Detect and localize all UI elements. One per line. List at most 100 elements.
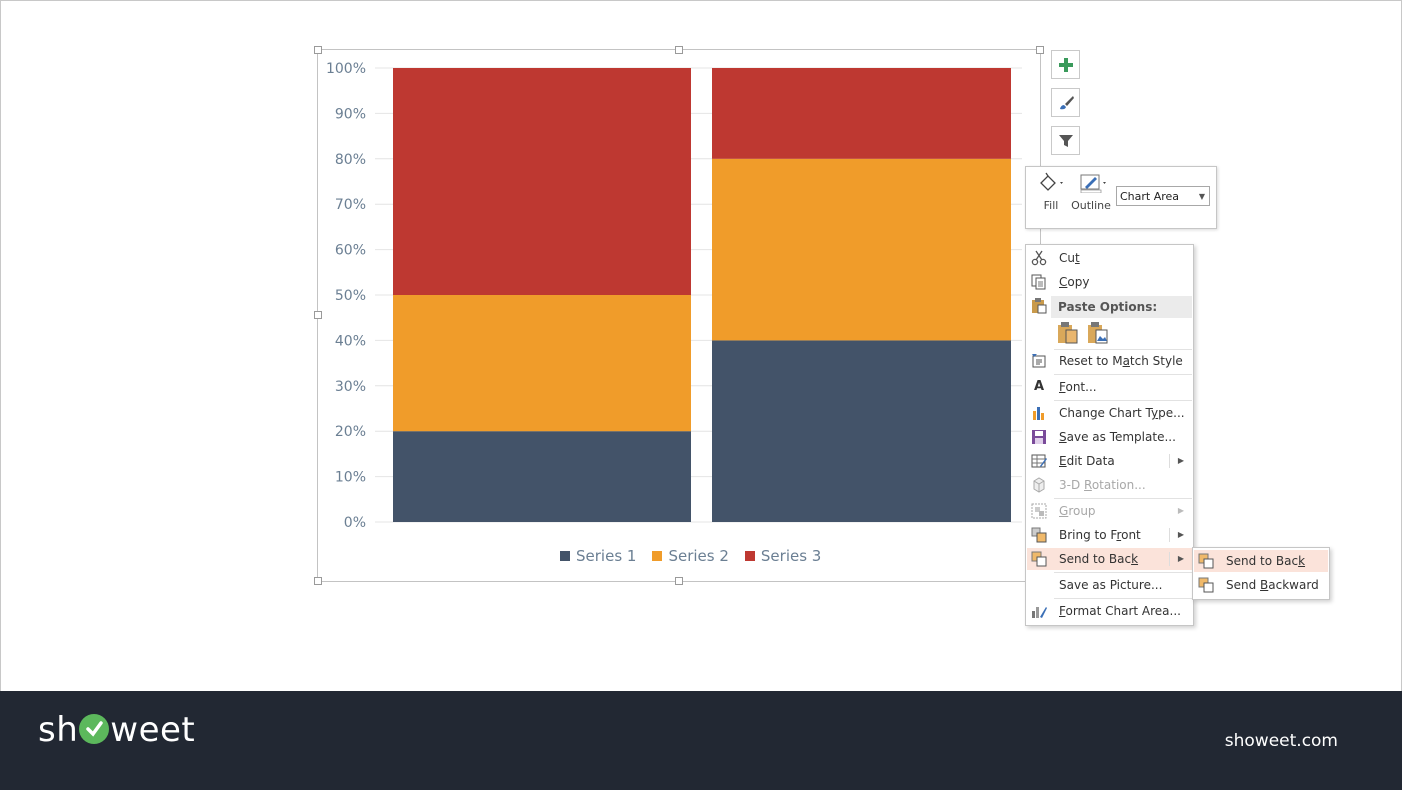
paste-options-header: Paste Options: [1051, 296, 1192, 318]
fill-label: Fill [1043, 199, 1059, 212]
y-tick-label: 0% [344, 515, 366, 531]
menu-text: Send to Bac [1226, 554, 1299, 568]
submenu-item-send-to-back[interactable]: Send to Back [1194, 550, 1328, 572]
legend-item-series-1: Series 1 [560, 546, 636, 566]
y-tick-label: 60% [335, 243, 366, 259]
chevron-right-icon[interactable]: ▶ [1177, 554, 1184, 563]
resize-handle-bottom-left[interactable] [314, 577, 322, 585]
menu-text: ave as Template... [1066, 430, 1176, 444]
stacked-bar-chart[interactable]: 0% 10% 20% 30% 40% 50% 60% 70% 80% 90% 100% [0, 0, 1040, 600]
chart-filters-button[interactable] [1051, 126, 1080, 155]
outline-button[interactable]: Outline [1071, 171, 1111, 212]
resize-handle-top-right[interactable] [1036, 46, 1044, 54]
paintbrush-icon [1059, 95, 1074, 109]
menu-text: ont... [1065, 380, 1097, 394]
chevron-right-icon[interactable]: ▶ [1177, 530, 1184, 539]
clipboard-icon [1032, 298, 1047, 314]
resize-handle-bottom[interactable] [675, 577, 683, 585]
submenu-item-send-backward[interactable]: Send Backward [1194, 574, 1328, 596]
legend-swatch [560, 551, 570, 561]
chart-legend[interactable]: Series 1 Series 2 Series 3 [560, 546, 821, 566]
bar-segment-series-3[interactable] [712, 68, 1011, 159]
reset-style-icon [1032, 354, 1046, 368]
mini-toolbar: Fill Outline Chart Area ▼ [1025, 166, 1217, 229]
edit-data-icon [1031, 454, 1047, 468]
logo-text: weet [110, 710, 196, 750]
bring-to-front-icon [1031, 527, 1047, 543]
chevron-down-icon: ▼ [1198, 192, 1205, 201]
logo-check-icon [79, 714, 110, 744]
y-tick-label: 100% [326, 61, 366, 77]
menu-separator [1054, 498, 1192, 499]
bar-segment-series-3[interactable] [393, 68, 691, 295]
menu-item-reset-to-match-style[interactable]: Reset to Match Style [1027, 350, 1192, 372]
menu-item-format-chart-area[interactable]: Format Chart Area... [1027, 600, 1192, 622]
menu-text: pe... [1158, 406, 1185, 420]
menu-text: 3-D [1059, 478, 1085, 492]
resize-handle-top-left[interactable] [314, 46, 322, 54]
y-tick-label: 20% [335, 424, 366, 440]
bar-segment-series-1[interactable] [393, 431, 691, 522]
split-divider [1169, 454, 1170, 468]
chevron-right-icon: ▶ [1177, 506, 1184, 515]
bars [393, 68, 1011, 522]
chevron-right-icon[interactable]: ▶ [1177, 456, 1184, 465]
chart-elements-button[interactable] [1051, 50, 1080, 79]
accelerator-key: F [1059, 380, 1066, 394]
resize-handle-left[interactable] [314, 311, 322, 319]
copy-icon [1031, 274, 1046, 290]
menu-text: dit Data [1066, 454, 1115, 468]
menu-item-bring-to-front[interactable]: Bring to Front ▶ [1027, 524, 1192, 546]
menu-item-save-as-template[interactable]: Save as Template... [1027, 426, 1192, 448]
accelerator-key: t [1074, 251, 1080, 265]
bar-segment-series-2[interactable] [712, 158, 1011, 341]
menu-item-save-as-picture[interactable]: Save as Picture... [1027, 574, 1192, 596]
save-template-icon [1032, 430, 1046, 444]
outline-label: Outline [1071, 199, 1111, 212]
group-icon [1031, 503, 1047, 519]
bar-segment-series-1[interactable] [712, 340, 1011, 522]
menu-separator [1054, 349, 1192, 350]
menu-text: Reset to M [1059, 354, 1123, 368]
font-icon: A [1033, 379, 1045, 394]
y-tick-label: 10% [335, 470, 366, 486]
menu-item-cut[interactable]: Cut [1027, 247, 1192, 269]
clipboard-picture-icon [1088, 322, 1108, 344]
site-url[interactable]: showeet.com [1224, 731, 1338, 751]
accelerator-key: F [1059, 604, 1066, 618]
chart-element-select-value: Chart Area [1120, 190, 1180, 203]
menu-item-copy[interactable]: Copy [1027, 271, 1192, 293]
menu-text: Bring to F [1059, 528, 1117, 542]
menu-separator [1054, 374, 1192, 375]
funnel-icon [1058, 134, 1073, 147]
y-tick-label: 80% [335, 152, 366, 168]
chart-styles-button[interactable] [1051, 88, 1080, 117]
menu-item-edit-data[interactable]: Edit Data ▶ [1027, 450, 1192, 472]
menu-separator [1054, 400, 1192, 401]
footer-bar: sh weet showeet.com [0, 691, 1402, 790]
menu-item-font[interactable]: A Font... [1027, 376, 1192, 398]
accelerator-key: G [1059, 504, 1069, 518]
y-tick-label: 50% [335, 288, 366, 304]
bar-chart-icon [1033, 407, 1044, 420]
split-divider [1169, 528, 1170, 542]
menu-item-change-chart-type[interactable]: Change Chart Type... [1027, 402, 1192, 424]
chart-element-select[interactable]: Chart Area ▼ [1116, 186, 1210, 206]
y-axis-ticks: 0% 10% 20% 30% 40% 50% 60% 70% 80% 90% 100% [326, 61, 366, 531]
paste-as-picture-button[interactable] [1086, 321, 1110, 345]
legend-label: Series 3 [760, 547, 822, 565]
accelerator-key: y [1151, 406, 1159, 420]
menu-item-send-to-back[interactable]: Send to Back ▶ [1027, 548, 1192, 570]
split-divider [1169, 552, 1170, 566]
y-tick-label: 90% [335, 106, 366, 122]
y-tick-label: 70% [335, 197, 366, 213]
paste-keep-formatting-button[interactable] [1056, 321, 1080, 345]
legend-label: Series 1 [576, 547, 637, 565]
accelerator-key: k [1298, 554, 1306, 568]
resize-handle-top[interactable] [675, 46, 683, 54]
accelerator-key: S [1059, 430, 1067, 444]
accelerator-key: k [1131, 552, 1139, 566]
bar-segment-series-2[interactable] [393, 295, 691, 432]
plus-icon [1058, 57, 1073, 72]
fill-button[interactable]: Fill [1036, 171, 1066, 212]
